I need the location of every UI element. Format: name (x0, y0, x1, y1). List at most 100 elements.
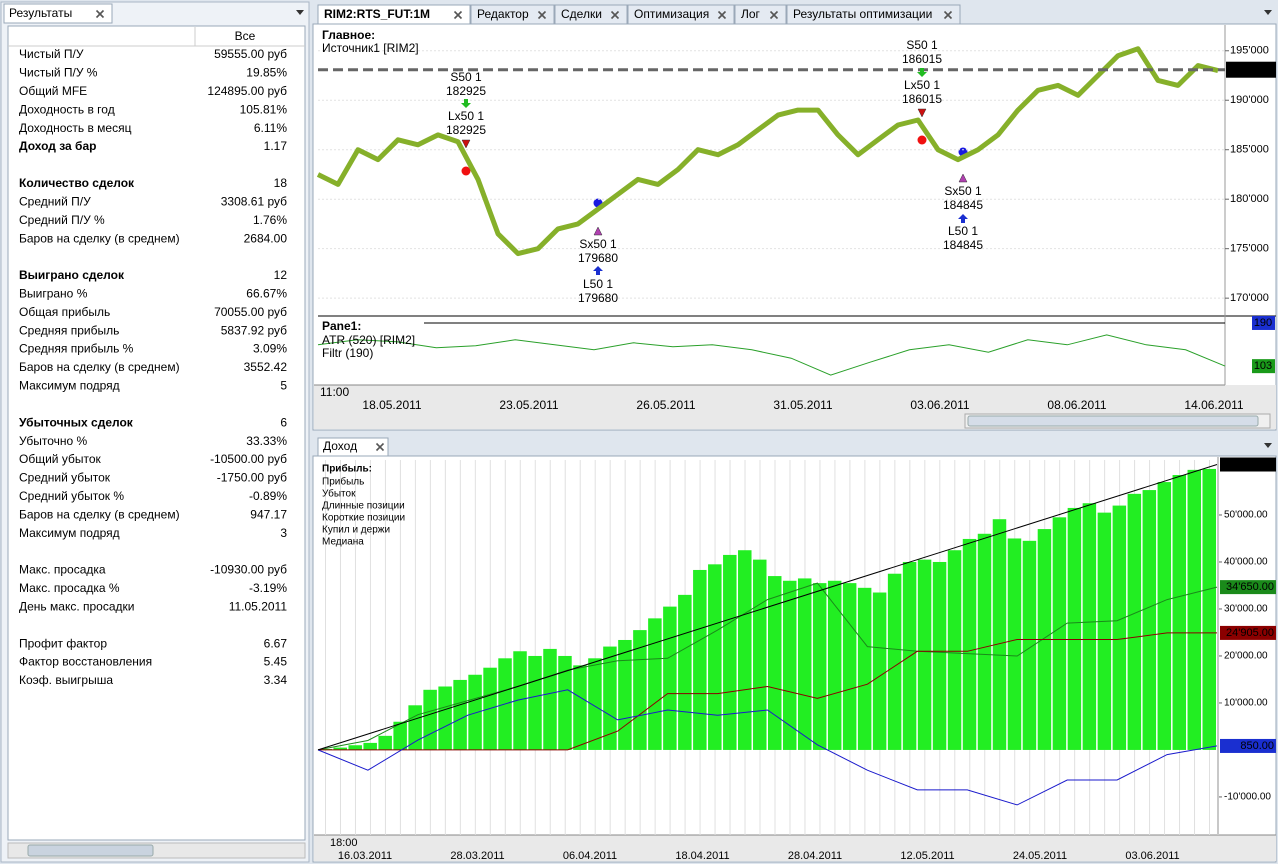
metric-value: 105.81% (240, 102, 288, 116)
tab[interactable] (317, 4, 471, 25)
metric-value: -1750.00 руб (217, 471, 287, 485)
x-tick-label: 28.03.2011 (450, 850, 504, 862)
results-tab[interactable] (3, 3, 113, 24)
y-tick-label: 180'000 (1230, 193, 1269, 205)
scrollbar-thumb[interactable] (967, 415, 1259, 427)
metric-label: Максимум подряд (19, 526, 120, 540)
profit-bar (1022, 540, 1037, 750)
tab[interactable] (627, 4, 735, 25)
profit-bar (1007, 538, 1022, 750)
scrollbar-thumb[interactable] (27, 844, 154, 857)
metric-label: Общая прибыль (19, 305, 110, 319)
profit-bar (678, 594, 692, 750)
signal-triangle (461, 139, 471, 149)
metric-label: Профит фактор (19, 636, 107, 650)
profit-bar (693, 569, 707, 750)
profit-bar (1052, 517, 1067, 750)
dropdown-arrow[interactable] (1264, 443, 1272, 448)
profit-bar (648, 618, 662, 750)
profit-bar (363, 742, 377, 750)
x-tick-label: 18.05.2011 (362, 398, 421, 412)
close-icon[interactable] (610, 10, 620, 20)
metric-label: Средняя прибыль (19, 323, 119, 337)
profit-bar (872, 592, 887, 750)
profit-bar (528, 655, 542, 750)
profit-bar (723, 554, 737, 750)
x-tick-label: 23.05.2011 (499, 398, 558, 412)
signal-label: L50 1 (583, 277, 613, 291)
value-badge-label: 103 (1254, 360, 1272, 372)
legend-entry: Купил и держи (322, 525, 390, 536)
metric-label: Средний П/У (19, 194, 91, 208)
dropdown-arrow[interactable] (296, 10, 304, 15)
series-line (317, 689, 1218, 806)
metric-value: 6.67 (264, 636, 288, 650)
series-name: ATR (520) [RIM2] (322, 333, 415, 347)
profit-tab-title: Доход (323, 439, 357, 453)
dropdown-arrow[interactable] (1264, 10, 1272, 15)
signal-arrow (461, 99, 471, 108)
metric-label: Доход за бар (19, 139, 96, 153)
legend-entry: Длинные позиции (322, 501, 405, 512)
profit-bar (1067, 507, 1082, 750)
value-badge-label: 34'650.00 (1226, 581, 1274, 593)
price-line (316, 46, 1219, 257)
profit-bar (1127, 493, 1142, 750)
close-icon[interactable] (943, 10, 953, 20)
metric-value: -0.89% (249, 489, 287, 503)
close-icon[interactable] (717, 10, 727, 20)
metric-value: 1.76% (253, 213, 287, 227)
signal-triangle (917, 108, 927, 118)
x-tick-label: 08.06.2011 (1047, 398, 1106, 412)
x-tick-label: 03.06.2011 (1125, 850, 1179, 862)
close-icon[interactable] (769, 10, 779, 20)
close-icon[interactable] (95, 9, 105, 19)
legend-entry: Короткие позиции (322, 513, 405, 524)
profit-bar (603, 646, 617, 750)
x-tick-label: 12.05.2011 (900, 850, 954, 862)
metric-value: 2684.00 (244, 231, 288, 245)
close-icon[interactable] (453, 10, 463, 20)
profit-bar (708, 564, 722, 750)
signal-label: Sx50 1 (944, 184, 982, 198)
legend-entry: Убыток (322, 488, 356, 500)
value-badge (1252, 315, 1275, 330)
tab-title: Сделки (561, 7, 602, 21)
profit-bar (738, 550, 752, 750)
signal-price: 184845 (943, 238, 983, 252)
results-table (7, 25, 306, 841)
profit-bar (797, 578, 812, 750)
profit-bar (1097, 512, 1112, 750)
tab[interactable] (554, 4, 628, 25)
metric-value: 6 (280, 415, 287, 429)
tab-title: Лог (741, 7, 761, 21)
x-tick-label: 16.03.2011 (338, 850, 392, 862)
y-tick-label: 40'000.00 (1224, 557, 1268, 568)
metric-value: 66.67% (246, 287, 287, 301)
metric-value: 1.17 (264, 139, 288, 153)
value-badge-label: 60'741.29 (1226, 458, 1274, 470)
profit-bar (753, 559, 767, 750)
metric-label: Средняя прибыль % (19, 342, 134, 356)
y-tick-label: 175'000 (1230, 243, 1269, 255)
legend-title: Прибыль: (322, 463, 372, 475)
metric-label: Баров на сделку (в среднем) (19, 231, 180, 245)
signal-price: 184845 (943, 198, 983, 212)
signal-arrow (958, 214, 968, 223)
profit-bar (977, 533, 992, 750)
tab[interactable] (734, 4, 787, 25)
last-price-badge (1226, 61, 1276, 78)
close-icon[interactable] (375, 442, 385, 452)
tab[interactable] (786, 4, 961, 25)
signal-label: S50 1 (906, 38, 938, 52)
profit-bar (1202, 468, 1216, 750)
profit-bar (588, 658, 602, 750)
profit-bar (962, 538, 977, 750)
metric-value: -10500.00 руб (210, 452, 287, 466)
y-tick-label: 10'000.00 (1224, 698, 1268, 709)
series-name: Источник1 [RIM2] (322, 41, 419, 55)
close-icon[interactable] (537, 10, 547, 20)
profit-bar (768, 576, 782, 750)
y-tick-label: 30'000.00 (1224, 604, 1268, 615)
tab[interactable] (470, 4, 555, 25)
